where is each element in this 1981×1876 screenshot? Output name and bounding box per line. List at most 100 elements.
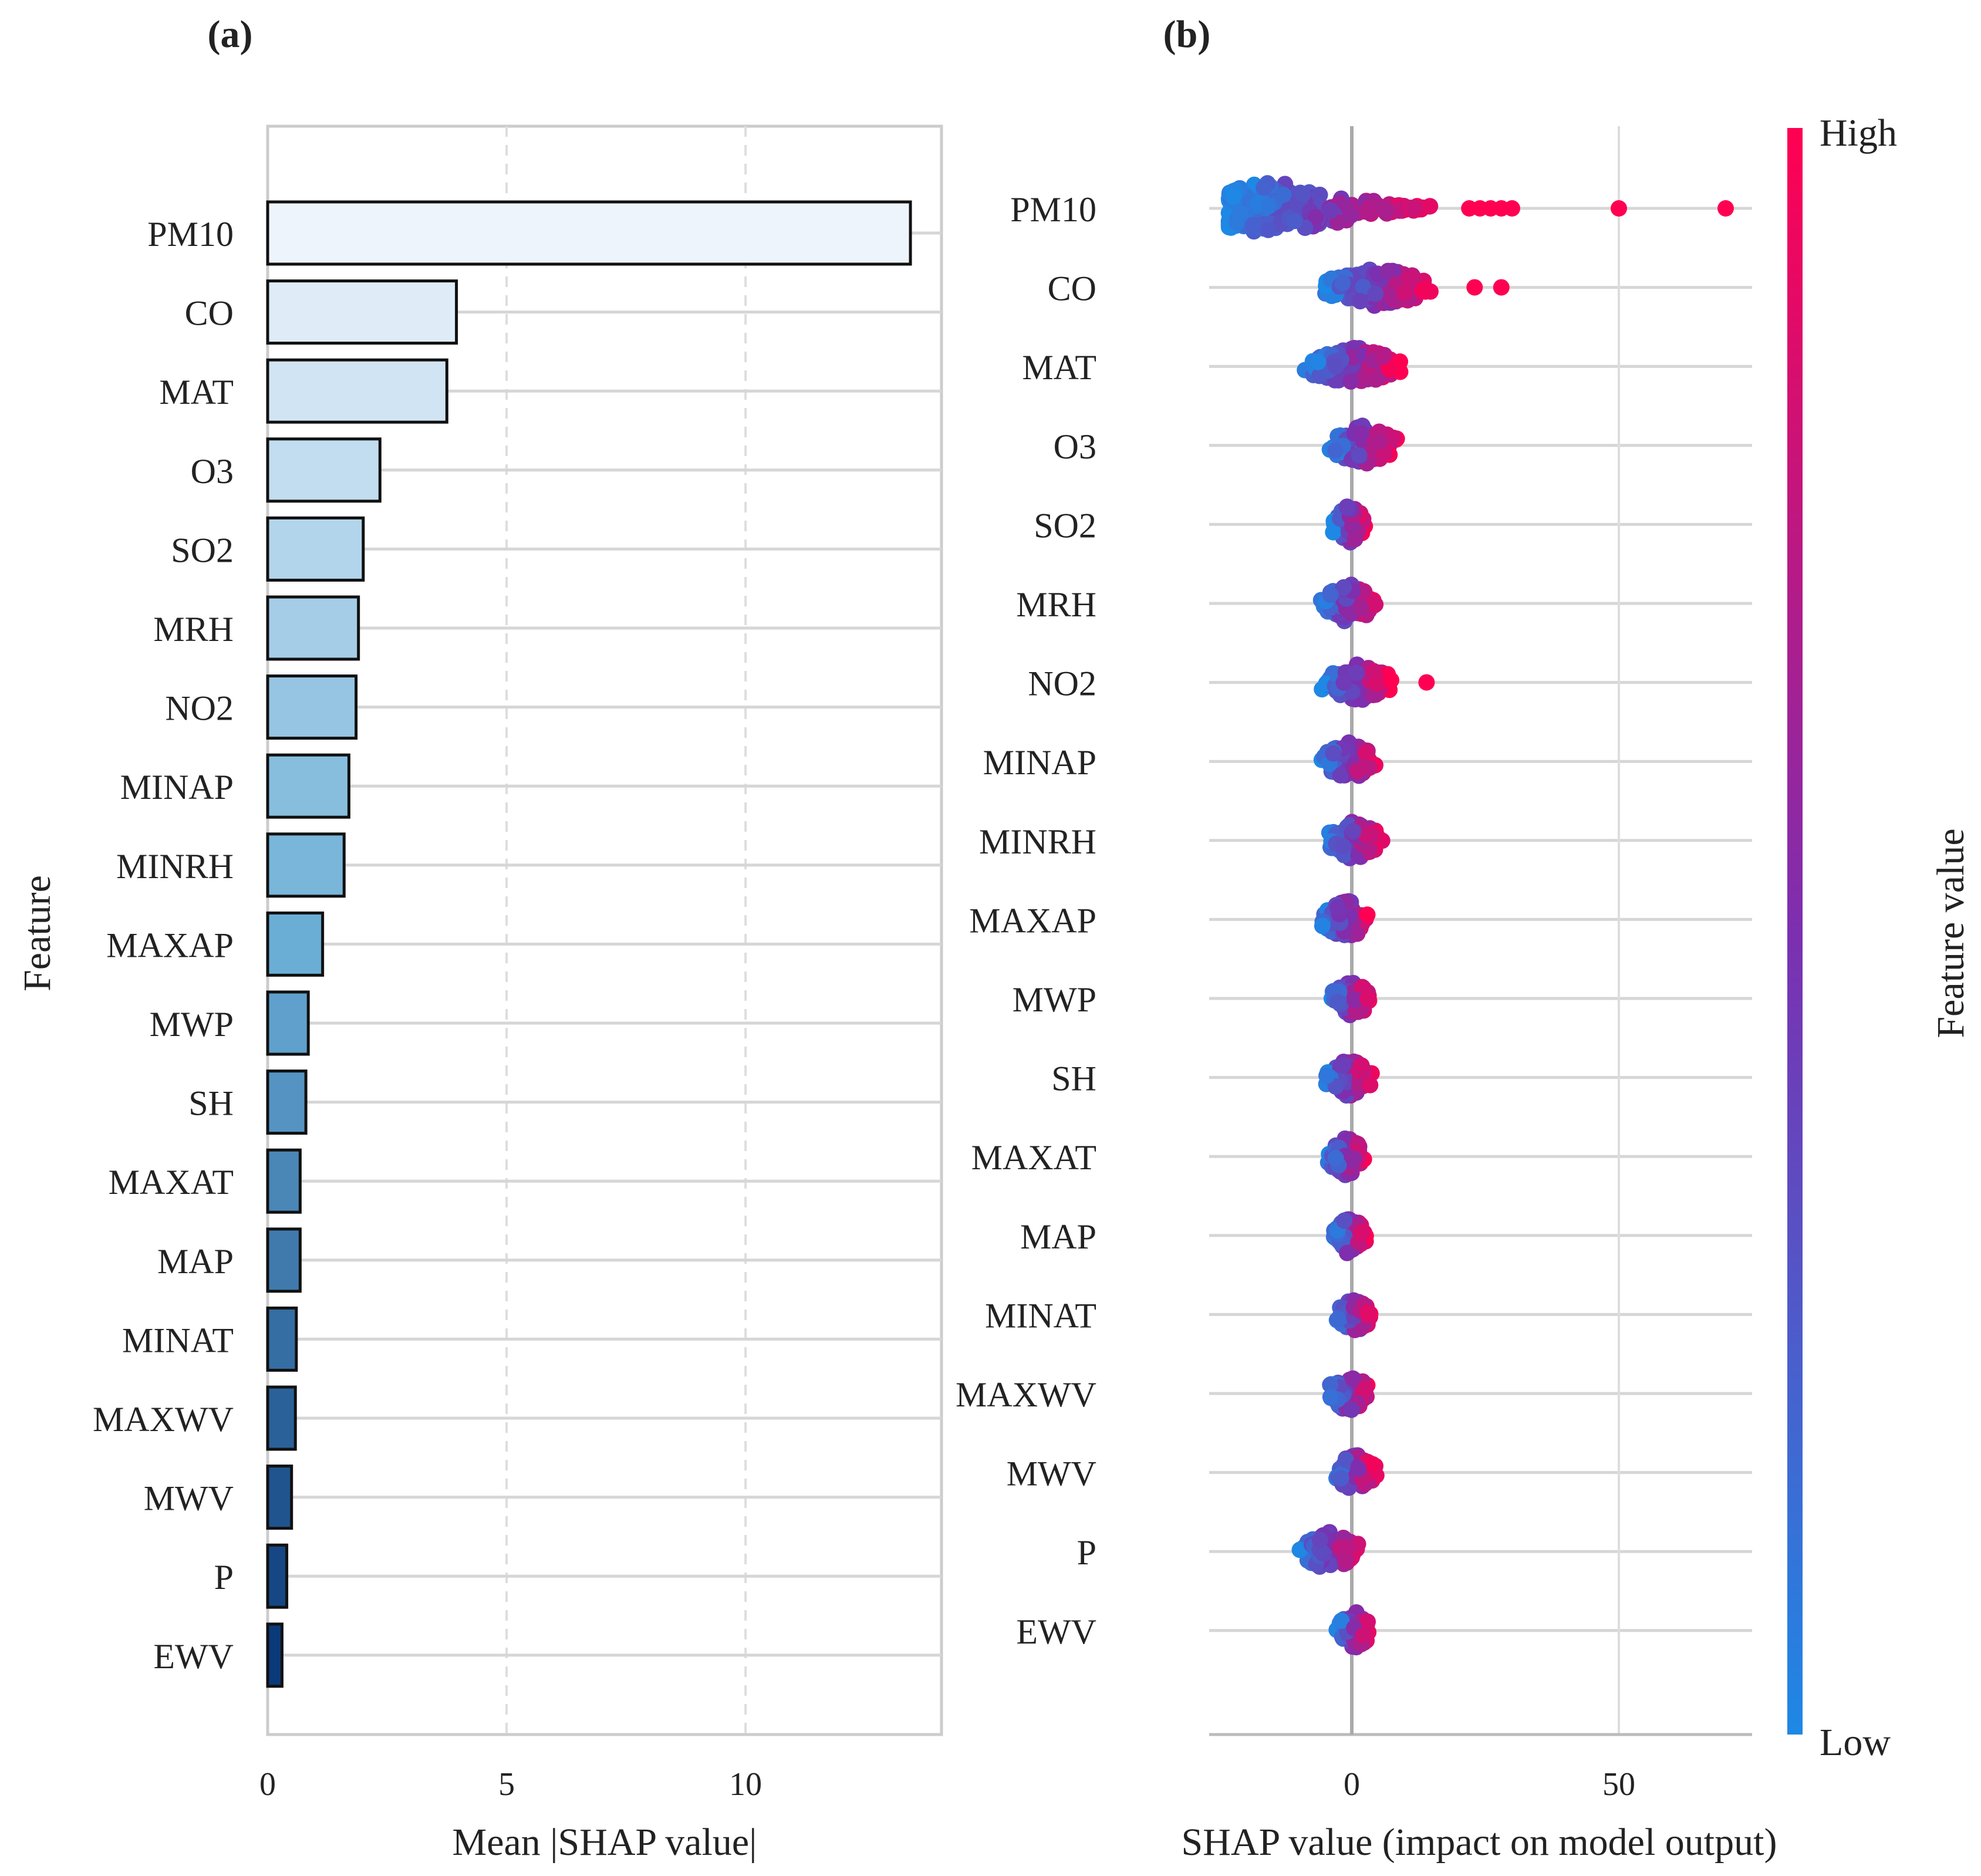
- panel-a-feature-labels: PM10 CO MAT O3 SO2 MRH NO2 MINAP MINRH MAXAP MWP SH…: [93, 215, 234, 1676]
- panel-a-ylabel: MAP: [157, 1242, 234, 1281]
- panel-a-ylabel: O3: [191, 452, 234, 491]
- bar-pm10: [266, 200, 912, 266]
- panel-b-ylabel: CO: [1048, 269, 1096, 308]
- bar-so2: [266, 516, 365, 582]
- shap-point: [1339, 1538, 1356, 1556]
- panel-a-ylabel: MAT: [159, 373, 234, 411]
- shap-point: [1374, 348, 1391, 365]
- shap-point: [1360, 203, 1377, 220]
- shap-point: [1343, 1401, 1360, 1418]
- bar-mat: [266, 358, 448, 424]
- panel-b-xtick: 0: [1344, 1766, 1360, 1803]
- shap-point: [1322, 1388, 1339, 1405]
- panel-b-ylabel: MINRH: [979, 822, 1096, 861]
- shap-point: [1335, 579, 1352, 596]
- shap-point: [1332, 1470, 1349, 1487]
- shap-point: [1396, 285, 1413, 302]
- shap-point: [1342, 373, 1359, 390]
- panel-b-ylabel: MAXWV: [956, 1375, 1096, 1414]
- panel-b-ylabel: SH: [1051, 1060, 1096, 1098]
- shap-point: [1356, 1380, 1373, 1397]
- bar-mrh: [266, 595, 360, 661]
- bar-minap: [266, 753, 350, 819]
- shap-point: [1371, 433, 1388, 450]
- shap-point: [1355, 279, 1372, 296]
- bar-mwp: [266, 990, 310, 1056]
- shap-point: [1332, 767, 1349, 784]
- shap-point: [1404, 269, 1421, 286]
- panel-a-y-axis-title: Feature: [16, 875, 59, 991]
- shap-point: [1314, 917, 1331, 934]
- shap-point: [1275, 186, 1292, 203]
- shap-point: [1346, 991, 1364, 1008]
- shap-point: [1350, 1460, 1367, 1477]
- shap-point: [1322, 202, 1339, 219]
- shap-point: [1406, 199, 1423, 216]
- panel-a-ylabel: MAXAT: [109, 1163, 234, 1202]
- shap-point: [1335, 674, 1352, 691]
- bar-maxat: [266, 1148, 302, 1214]
- colorbar-high-label: High: [1820, 112, 1897, 154]
- panel-b-points: [1220, 175, 1734, 1656]
- shap-point: [1225, 188, 1242, 205]
- shap-point: [1359, 1613, 1376, 1630]
- colorbar-gradient: [1787, 128, 1803, 1735]
- colorbar-low-label: Low: [1820, 1721, 1891, 1764]
- bar-minat: [266, 1306, 298, 1372]
- shap-point-outlier: [1418, 674, 1435, 691]
- panel-a-ylabel: SH: [188, 1084, 234, 1123]
- shap-point: [1333, 1612, 1350, 1629]
- shap-point: [1353, 1057, 1370, 1074]
- panel-a-ylabel: MINAP: [120, 768, 234, 807]
- shap-point: [1327, 1078, 1344, 1095]
- panel-b-ylabel: MWP: [1013, 980, 1096, 1019]
- panel-b-ylabel: EWV: [1016, 1612, 1096, 1651]
- panel-a-gridlines: [268, 126, 941, 1735]
- shap-point: [1260, 221, 1277, 238]
- panel-a-label: (a): [208, 13, 253, 56]
- shap-point: [1329, 1311, 1346, 1328]
- shap-point: [1310, 353, 1327, 370]
- shap-point: [1307, 209, 1324, 226]
- panel-a-bar-chart: (a) PM10 CO MAT O3 SO2 MRH NO2 MINAP MINRH MAXAP M…: [16, 13, 943, 1864]
- bar-map: [266, 1227, 302, 1293]
- shap-point: [1359, 990, 1376, 1007]
- shap-point: [1422, 283, 1439, 300]
- shap-point: [1327, 442, 1344, 459]
- shap-point: [1260, 198, 1277, 215]
- bar-co: [266, 279, 458, 345]
- shap-point: [1329, 993, 1346, 1010]
- panel-a-xtick: 0: [259, 1766, 276, 1803]
- panel-b-xtick: 50: [1602, 1766, 1635, 1803]
- shap-point: [1329, 214, 1346, 231]
- panel-a-ylabel: MWV: [144, 1479, 234, 1518]
- shap-point: [1349, 762, 1366, 780]
- shap-point: [1335, 838, 1352, 855]
- panel-a-x-ticks: 0 5 10: [259, 1766, 762, 1803]
- shap-point: [1325, 745, 1342, 762]
- shap-point: [1367, 285, 1384, 302]
- shap-point: [1351, 447, 1368, 464]
- shap-point: [1359, 906, 1376, 923]
- shap-point: [1329, 899, 1346, 916]
- shap-point: [1345, 1150, 1362, 1168]
- shap-point: [1336, 1212, 1353, 1229]
- panel-a-ylabel: MINRH: [116, 847, 234, 886]
- bar-mwv: [266, 1465, 293, 1530]
- bar-p: [266, 1543, 289, 1609]
- bar-ewv: [266, 1622, 284, 1688]
- panel-a-ylabel: MAXAP: [106, 926, 234, 964]
- shap-point: [1368, 675, 1385, 692]
- panel-a-ylabel: MAXWV: [93, 1400, 234, 1439]
- shap-point-outlier: [1717, 200, 1734, 217]
- shap-point: [1357, 744, 1374, 761]
- panel-b-ylabel: MWV: [1007, 1455, 1096, 1493]
- panel-a-ylabel: MINAT: [122, 1321, 234, 1359]
- panel-a-ylabel: SO2: [171, 531, 234, 569]
- panel-b-gridlines: [1209, 126, 1752, 1735]
- shap-point: [1379, 285, 1396, 302]
- panel-b-label: (b): [1163, 13, 1211, 56]
- panel-b-ylabel: MINAP: [983, 743, 1096, 782]
- shap-point: [1327, 1150, 1344, 1167]
- shap-point: [1422, 198, 1439, 215]
